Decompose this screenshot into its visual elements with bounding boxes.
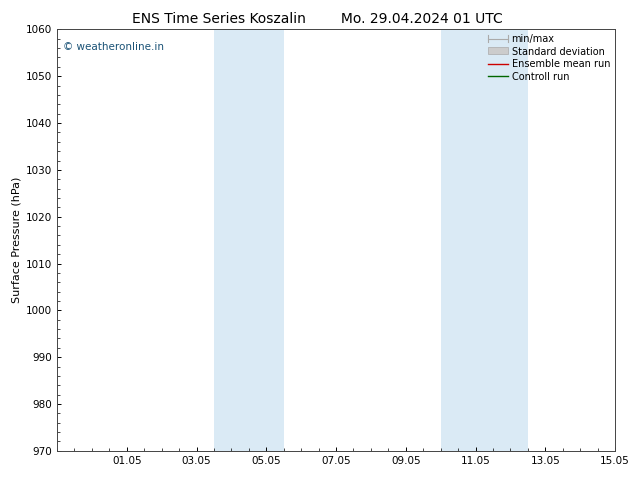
- Bar: [476, 29, 528, 451]
- Bar: [214, 29, 284, 451]
- Text: ENS Time Series Koszalin        Mo. 29.04.2024 01 UTC: ENS Time Series Koszalin Mo. 29.04.2024 …: [132, 12, 502, 26]
- Bar: [441, 29, 476, 451]
- Y-axis label: Surface Pressure (hPa): Surface Pressure (hPa): [12, 177, 22, 303]
- Text: © weatheronline.in: © weatheronline.in: [63, 42, 164, 52]
- Legend: min/max, Standard deviation, Ensemble mean run, Controll run: min/max, Standard deviation, Ensemble me…: [486, 32, 612, 83]
